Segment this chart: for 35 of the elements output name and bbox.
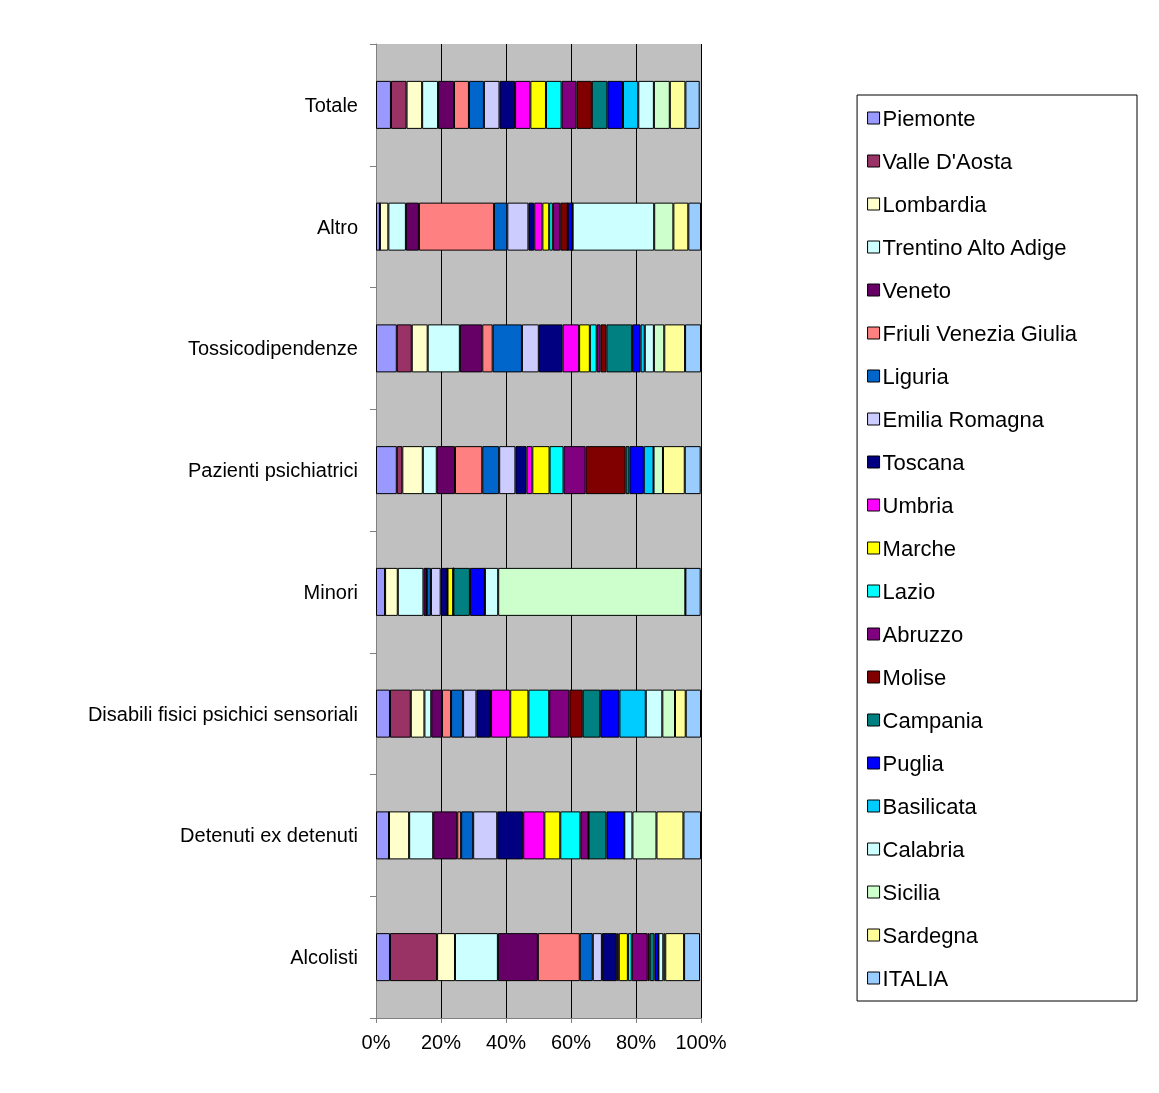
legend-label: Piemonte bbox=[882, 105, 976, 131]
x-tick-label: 60% bbox=[550, 1031, 592, 1053]
y-tick-label: Detenuti ex detenuti bbox=[180, 824, 358, 847]
legend-label: Puglia bbox=[882, 750, 945, 776]
legend-label: Campania bbox=[882, 707, 984, 733]
legend-label: Basilicata bbox=[882, 793, 978, 819]
legend-label: Valle D'Aosta bbox=[882, 148, 1014, 174]
x-tick-label: 0% bbox=[361, 1031, 391, 1053]
y-tick-label: Pazienti psichiatrici bbox=[187, 459, 358, 482]
legend-label: Lazio bbox=[882, 578, 936, 604]
x-tick-label: 80% bbox=[615, 1031, 657, 1053]
legend-label: Lombardia bbox=[882, 191, 988, 217]
legend-label: Trentino Alto Adige bbox=[882, 234, 1067, 260]
legend-label: Molise bbox=[882, 664, 947, 690]
legend-label: Sicilia bbox=[882, 879, 941, 905]
x-tick-label: 20% bbox=[420, 1031, 462, 1053]
legend-label: Veneto bbox=[882, 277, 952, 303]
y-tick-label: Minori bbox=[303, 580, 358, 603]
y-tick-label: Alcolisti bbox=[290, 946, 358, 969]
legend-label: Marche bbox=[882, 535, 956, 561]
legend-label: Abruzzo bbox=[882, 621, 964, 647]
legend-label: Calabria bbox=[882, 836, 966, 862]
legend-label: Friuli Venezia Giulia bbox=[882, 320, 1078, 346]
y-tick-label: Altro bbox=[316, 215, 358, 238]
x-tick-label: 100% bbox=[675, 1031, 727, 1053]
y-tick-label: Disabili fisici psichici sensoriali bbox=[87, 702, 358, 725]
legend-label: Umbria bbox=[882, 492, 955, 518]
y-tick-label: Totale bbox=[304, 93, 358, 116]
legend-label: Emilia Romagna bbox=[882, 406, 1045, 432]
legend-label: ITALIA bbox=[882, 965, 949, 991]
legend-label: Toscana bbox=[882, 449, 966, 475]
legend-label: Sardegna bbox=[882, 922, 979, 948]
legend-label: Liguria bbox=[882, 363, 950, 389]
x-tick-label: 40% bbox=[485, 1031, 527, 1053]
y-tick-label: Tossicodipendenze bbox=[187, 337, 358, 360]
